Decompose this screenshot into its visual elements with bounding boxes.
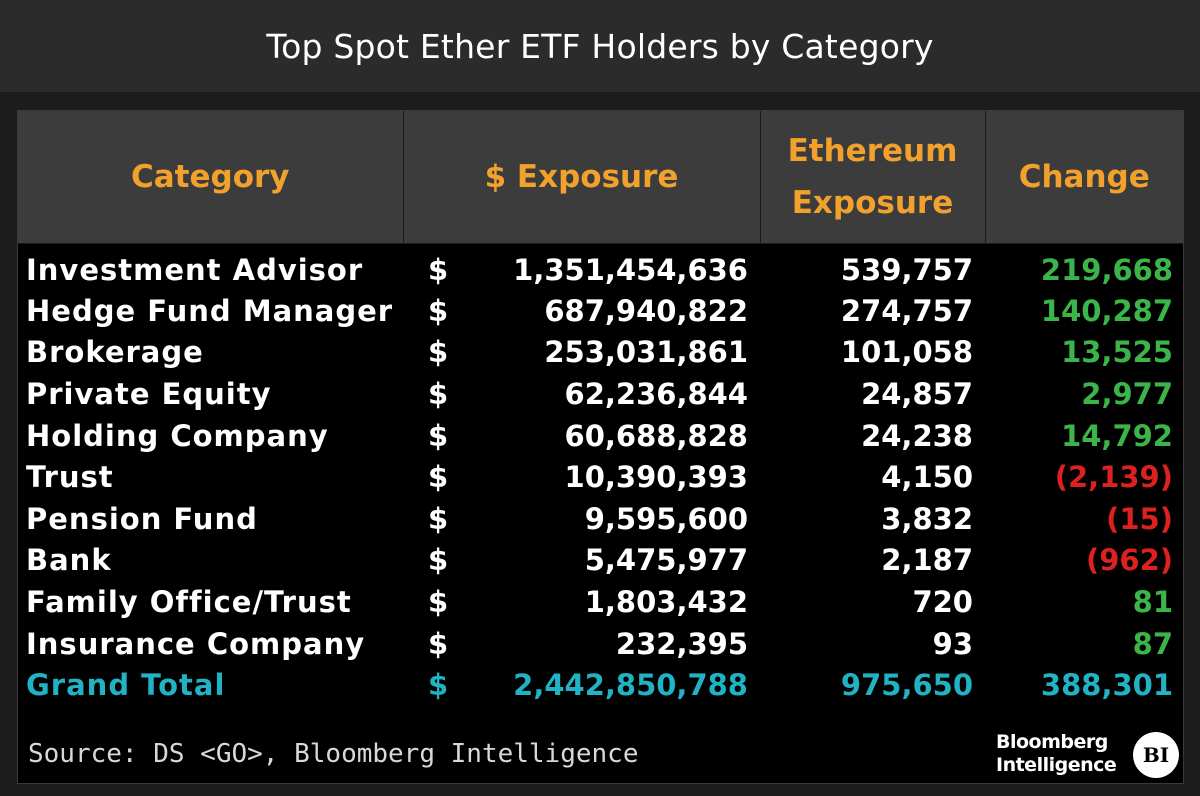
dollar-sign: $ bbox=[428, 543, 449, 578]
row-change: 140,287 bbox=[1040, 293, 1173, 328]
row-category: Hedge Fund Manager bbox=[26, 293, 394, 328]
row-change: 87 bbox=[1132, 626, 1173, 661]
row-dollar-exposure: $687,940,822 bbox=[403, 290, 760, 332]
dollar-value: 62,236,844 bbox=[564, 376, 748, 411]
header-category-line: Category bbox=[131, 158, 290, 195]
logo-wordmark: Bloomberg Intelligence bbox=[996, 731, 1117, 777]
dollar-sign: $ bbox=[428, 626, 449, 661]
table-panel: Category $ Exposure Ethereum Exposure Ch… bbox=[17, 110, 1184, 784]
row-category: Holding Company bbox=[26, 418, 329, 453]
header-ethereum-exposure: Ethereum Exposure bbox=[760, 111, 986, 244]
logo-line-2: Intelligence bbox=[996, 754, 1117, 776]
header-category: Category bbox=[18, 111, 404, 244]
row-eth-exposure: 539,757 bbox=[840, 252, 973, 287]
total-dollar-value: 2,442,850,788 bbox=[513, 668, 748, 703]
table-row: Insurance Company $232,395 93 87 bbox=[18, 623, 1183, 665]
row-eth-exposure: 93 bbox=[932, 626, 973, 661]
chart-title: Top Spot Ether ETF Holders by Category bbox=[266, 26, 934, 66]
row-eth-exposure: 4,150 bbox=[881, 460, 973, 495]
row-eth-exposure: 3,832 bbox=[881, 501, 973, 536]
dollar-sign: $ bbox=[428, 376, 449, 411]
row-change: 2,977 bbox=[1081, 376, 1173, 411]
row-dollar-exposure: $1,803,432 bbox=[403, 581, 760, 623]
row-dollar-exposure: $5,475,977 bbox=[403, 540, 760, 582]
dollar-sign: $ bbox=[428, 293, 449, 328]
row-eth-exposure: 24,238 bbox=[861, 418, 973, 453]
logo-line-1: Bloomberg bbox=[996, 731, 1108, 753]
row-change: (962) bbox=[1085, 543, 1173, 578]
row-dollar-exposure: $1,351,454,636 bbox=[403, 243, 760, 290]
row-eth-exposure: 2,187 bbox=[881, 543, 973, 578]
bi-badge-icon: BI bbox=[1133, 732, 1179, 778]
row-eth-exposure: 101,058 bbox=[840, 335, 973, 370]
dollar-sign: $ bbox=[428, 418, 449, 453]
row-change: 13,525 bbox=[1061, 335, 1173, 370]
total-dollar-exposure: $ 2,442,850,788 bbox=[403, 664, 760, 706]
header-dollar-exposure: $ Exposure bbox=[403, 111, 761, 244]
dollar-sign: $ bbox=[428, 460, 449, 495]
header-ethereum-exposure-line-1: Ethereum bbox=[787, 132, 958, 169]
dollar-value: 9,595,600 bbox=[584, 501, 748, 536]
grand-total-row: Grand Total $ 2,442,850,788 975,650 388,… bbox=[18, 664, 1183, 706]
header-row: Category $ Exposure Ethereum Exposure Ch… bbox=[18, 111, 1183, 244]
dollar-value: 1,351,454,636 bbox=[513, 252, 748, 287]
row-category: Trust bbox=[26, 460, 114, 495]
table-row: Hedge Fund Manager $687,940,822 274,757 140… bbox=[18, 290, 1183, 332]
row-dollar-exposure: $253,031,861 bbox=[403, 332, 760, 374]
dollar-sign: $ bbox=[428, 584, 449, 619]
table-row: Trust $10,390,393 4,150 (2,139) bbox=[18, 456, 1183, 498]
row-category: Investment Advisor bbox=[26, 252, 364, 287]
title-bar: Top Spot Ether ETF Holders by Category bbox=[0, 0, 1200, 92]
row-eth-exposure: 274,757 bbox=[840, 293, 973, 328]
total-eth-exposure: 975,650 bbox=[840, 668, 973, 703]
dollar-value: 10,390,393 bbox=[564, 460, 748, 495]
etf-holders-table: Category $ Exposure Ethereum Exposure Ch… bbox=[18, 111, 1183, 706]
header-change-line: Change bbox=[1018, 158, 1150, 195]
dollar-value: 1,803,432 bbox=[584, 584, 748, 619]
dollar-sign: $ bbox=[428, 501, 449, 536]
row-category: Bank bbox=[26, 543, 112, 578]
header-dollar-exposure-line: $ Exposure bbox=[484, 158, 679, 195]
dollar-sign: $ bbox=[428, 335, 449, 370]
row-category: Brokerage bbox=[26, 335, 204, 370]
table-row: Holding Company $60,688,828 24,238 14,792 bbox=[18, 415, 1183, 457]
row-eth-exposure: 24,857 bbox=[861, 376, 973, 411]
row-change: (15) bbox=[1106, 501, 1173, 536]
total-category: Grand Total bbox=[26, 668, 226, 703]
header-change: Change bbox=[985, 111, 1183, 244]
row-change: 81 bbox=[1132, 584, 1173, 619]
row-category: Pension Fund bbox=[26, 501, 258, 536]
row-change: 14,792 bbox=[1061, 418, 1173, 453]
table-row: Private Equity $62,236,844 24,857 2,977 bbox=[18, 373, 1183, 415]
dollar-value: 5,475,977 bbox=[584, 543, 748, 578]
dollar-sign: $ bbox=[428, 668, 449, 703]
header-ethereum-exposure-line-2: Exposure bbox=[791, 184, 954, 221]
row-category: Family Office/Trust bbox=[26, 584, 352, 619]
row-category: Private Equity bbox=[26, 376, 272, 411]
row-change: 219,668 bbox=[1040, 252, 1173, 287]
row-eth-exposure: 720 bbox=[912, 584, 973, 619]
dollar-value: 253,031,861 bbox=[544, 335, 748, 370]
dollar-sign: $ bbox=[428, 252, 449, 287]
source-note: Source: DS <GO>, Bloomberg Intelligence bbox=[28, 739, 639, 769]
dollar-value: 60,688,828 bbox=[564, 418, 748, 453]
table-row: Brokerage $253,031,861 101,058 13,525 bbox=[18, 332, 1183, 374]
row-dollar-exposure: $232,395 bbox=[403, 623, 760, 665]
table-row: Family Office/Trust $1,803,432 720 81 bbox=[18, 581, 1183, 623]
dollar-value: 687,940,822 bbox=[544, 293, 748, 328]
row-dollar-exposure: $10,390,393 bbox=[403, 456, 760, 498]
table-row: Investment Advisor $1,351,454,636 539,757 2… bbox=[18, 243, 1183, 290]
row-dollar-exposure: $62,236,844 bbox=[403, 373, 760, 415]
row-dollar-exposure: $9,595,600 bbox=[403, 498, 760, 540]
row-category: Insurance Company bbox=[26, 626, 366, 661]
total-change: 388,301 bbox=[1040, 668, 1173, 703]
table-row: Bank $5,475,977 2,187 (962) bbox=[18, 540, 1183, 582]
table-row: Pension Fund $9,595,600 3,832 (15) bbox=[18, 498, 1183, 540]
table-body: Investment Advisor $1,351,454,636 539,757 2… bbox=[18, 243, 1183, 706]
row-change: (2,139) bbox=[1054, 460, 1173, 495]
dollar-value: 232,395 bbox=[615, 626, 748, 661]
bloomberg-intelligence-logo: Bloomberg Intelligence BI bbox=[996, 731, 1179, 779]
row-dollar-exposure: $60,688,828 bbox=[403, 415, 760, 457]
